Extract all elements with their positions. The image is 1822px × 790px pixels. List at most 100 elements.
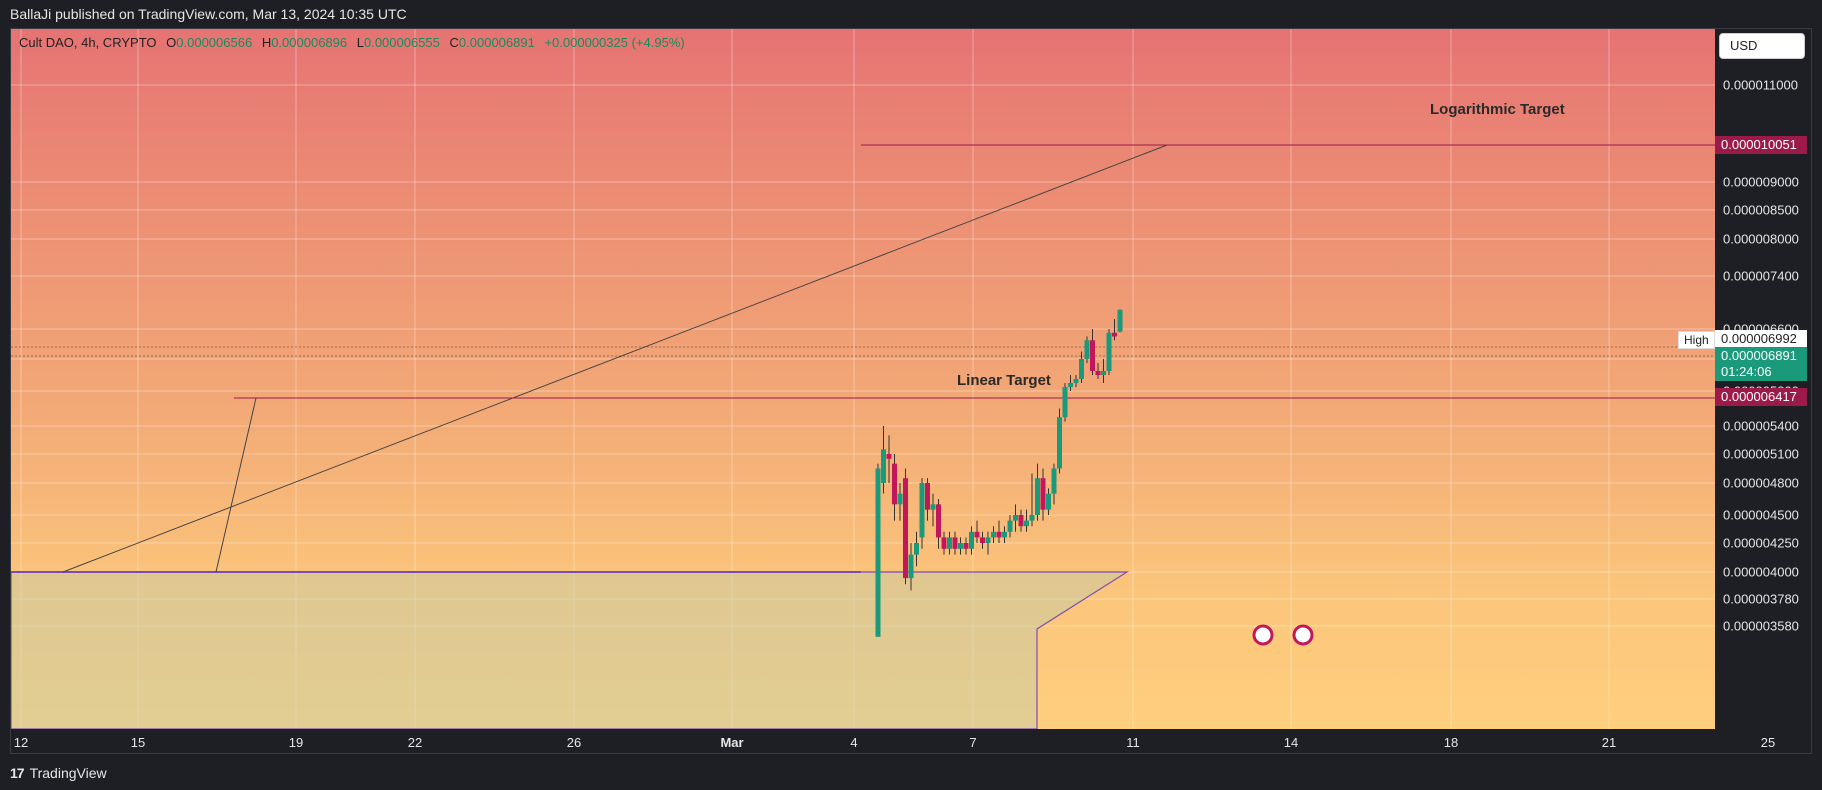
time-tick: 18 xyxy=(1443,735,1459,750)
time-tick: 25 xyxy=(1760,735,1776,750)
candle[interactable] xyxy=(936,499,941,549)
candle[interactable] xyxy=(1101,359,1106,383)
time-tick: 15 xyxy=(130,735,146,750)
candle-body xyxy=(958,543,963,549)
candle[interactable] xyxy=(908,543,914,591)
high-label: H xyxy=(261,35,272,50)
candle[interactable] xyxy=(1112,319,1117,341)
candle-body xyxy=(1062,387,1068,418)
candle-body xyxy=(892,463,897,505)
candle[interactable] xyxy=(881,426,886,494)
candle-body xyxy=(1106,332,1112,371)
candle[interactable] xyxy=(963,537,969,555)
candle[interactable] xyxy=(1106,329,1112,375)
candle[interactable] xyxy=(1029,473,1035,527)
candle[interactable] xyxy=(1007,515,1013,538)
candle[interactable] xyxy=(1051,463,1057,505)
candle-body xyxy=(985,537,991,543)
candle[interactable] xyxy=(892,454,897,521)
candle-body xyxy=(969,531,974,549)
candle[interactable] xyxy=(1073,375,1079,387)
candle[interactable] xyxy=(1018,509,1024,532)
candle-body xyxy=(903,478,908,579)
candle[interactable] xyxy=(1068,375,1073,391)
candle-body xyxy=(1007,520,1013,532)
tradingview-logo-icon[interactable]: 17 xyxy=(10,765,25,781)
candle[interactable] xyxy=(1062,383,1068,422)
time-axis[interactable]: 12 15 19 22 26 Mar 4 7 11 14 18 21 25 xyxy=(11,729,1775,753)
candle-body xyxy=(1057,417,1062,469)
candle-body xyxy=(925,483,930,510)
candle[interactable] xyxy=(1095,363,1101,379)
change-value: +0.000000325 (+4.95%) xyxy=(544,35,685,50)
economic-event-flag-icon[interactable] xyxy=(1292,624,1314,646)
candle[interactable] xyxy=(875,463,881,637)
candle[interactable] xyxy=(1040,468,1046,521)
chart-plot[interactable]: Cult DAO, 4h, CRYPTO O0.000006566 H 0.000… xyxy=(11,29,1715,729)
candle[interactable] xyxy=(1013,504,1018,532)
candle[interactable] xyxy=(958,537,963,555)
price-tick: 0.000005400 xyxy=(1723,418,1799,434)
candle[interactable] xyxy=(1024,509,1029,532)
candle[interactable] xyxy=(1090,329,1095,375)
price-tick: 0.000011000 xyxy=(1723,77,1798,93)
candle[interactable] xyxy=(914,531,919,567)
candle[interactable] xyxy=(985,531,991,555)
high-price-label: 0.000006992 xyxy=(1715,330,1807,348)
candle[interactable] xyxy=(897,483,903,521)
logarithmic-target-label: Logarithmic Target xyxy=(1430,101,1565,118)
candle-body xyxy=(980,537,985,543)
candle-body xyxy=(1117,309,1123,332)
time-tick: 21 xyxy=(1601,735,1617,750)
candle-body xyxy=(947,537,952,549)
close-value: 0.000006891 xyxy=(458,35,535,50)
close-label: C xyxy=(449,35,459,50)
candle[interactable] xyxy=(903,468,908,585)
candle-body xyxy=(952,537,958,549)
candle[interactable] xyxy=(886,435,892,483)
open-label: O xyxy=(166,35,177,50)
tradingview-brand[interactable]: TradingView xyxy=(29,765,107,781)
log-target-price-label: 0.000010051 xyxy=(1715,136,1807,154)
time-tick: 22 xyxy=(407,735,423,750)
candle[interactable] xyxy=(980,531,985,549)
price-tick: 0.000005100 xyxy=(1723,446,1799,462)
candle[interactable] xyxy=(969,526,974,555)
candle[interactable] xyxy=(1046,488,1051,515)
candle[interactable] xyxy=(947,531,952,555)
candle[interactable] xyxy=(952,531,958,555)
candle-body xyxy=(1068,383,1073,387)
candle-body xyxy=(1018,515,1024,527)
candle[interactable] xyxy=(1084,336,1090,364)
chart-frame: Cult DAO, 4h, CRYPTO O0.000006566 H 0.000… xyxy=(10,28,1812,754)
candle[interactable] xyxy=(1035,463,1040,521)
candle[interactable] xyxy=(930,493,936,527)
candle[interactable] xyxy=(1117,309,1123,333)
time-tick: 19 xyxy=(288,735,304,750)
candle-body xyxy=(1035,478,1040,515)
currency-button[interactable]: USD xyxy=(1719,33,1805,59)
price-tick: 0.000009000 xyxy=(1723,174,1799,190)
candle-body xyxy=(941,537,947,549)
candle[interactable] xyxy=(941,531,947,555)
support-zone[interactable] xyxy=(11,571,1130,729)
candle-body xyxy=(897,493,903,505)
candle-body xyxy=(936,504,941,538)
time-tick: Mar xyxy=(720,735,744,750)
candle-body xyxy=(930,504,936,510)
candle[interactable] xyxy=(974,520,980,543)
candle[interactable] xyxy=(996,520,1002,543)
candle-body xyxy=(1073,379,1079,383)
candle[interactable] xyxy=(1057,408,1062,474)
candle[interactable] xyxy=(925,478,930,521)
candle-body xyxy=(1084,340,1090,359)
candle[interactable] xyxy=(991,526,996,543)
candle-body xyxy=(991,531,996,538)
candle[interactable] xyxy=(1002,526,1007,543)
symbol-label[interactable]: Cult DAO, 4h, CRYPTO xyxy=(19,35,157,50)
candle[interactable] xyxy=(919,478,925,549)
open-value: 0.000006566 xyxy=(176,35,253,50)
candle[interactable] xyxy=(1079,351,1084,384)
economic-event-flag-icon[interactable] xyxy=(1252,624,1274,646)
price-tick: 0.000008500 xyxy=(1723,202,1799,218)
